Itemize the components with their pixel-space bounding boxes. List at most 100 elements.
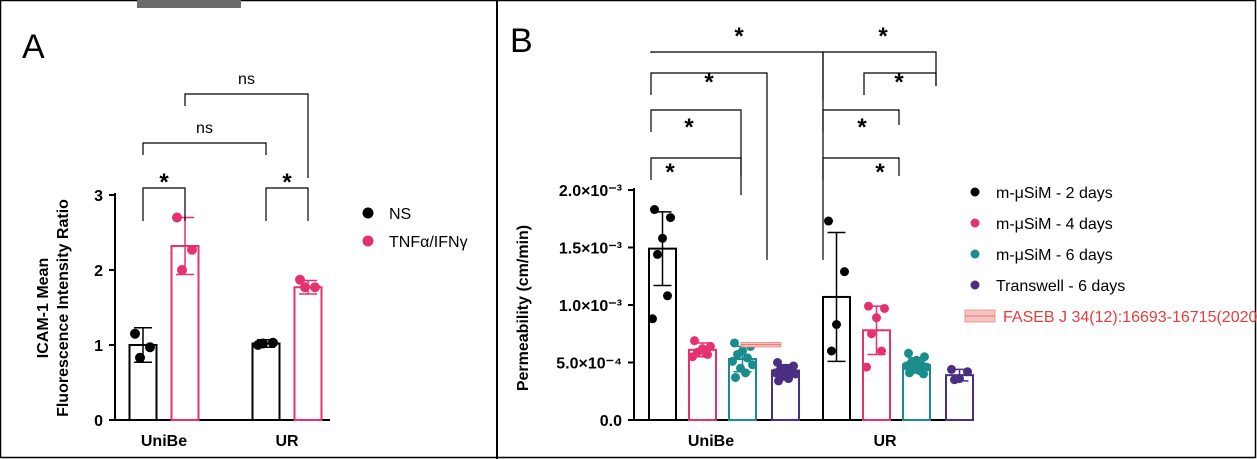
panel-a-significance-bracket	[142, 187, 186, 221]
panel-b-ylabel: Permeability (cm/min)	[515, 225, 532, 391]
panel-b-data-point	[741, 368, 750, 378]
panel-b-data-point	[864, 301, 873, 311]
panel-b-data-point	[827, 346, 836, 356]
panel-a-data-point	[295, 274, 305, 285]
panel-b-significance-bracket	[863, 72, 937, 95]
top-gray-bar	[137, 0, 241, 8]
panel-b-data-point	[688, 352, 697, 362]
panel-b-legend-reference-label: FASEB J 34(12):16693-16715(2020)	[1003, 309, 1257, 326]
panel-b-data-point	[824, 216, 833, 226]
panel-b-data-point	[773, 358, 782, 367]
panel-a: A ICAM-1 Mean Fluorescence Intensity Rat…	[22, 28, 468, 450]
panel-b-significance-bracket	[650, 157, 742, 195]
panel-b-significance-bracket	[650, 72, 768, 260]
panel-b-legend-label: m-μSiM - 4 days	[996, 216, 1113, 233]
panel-b-legend-marker	[970, 280, 980, 290]
panel-a-legend-label: NS	[389, 206, 411, 223]
panel-a-data-point	[177, 265, 187, 275]
panel-a-ylabel-line1: ICAM-1 Mean	[35, 258, 52, 358]
panel-a-legend-marker	[362, 207, 374, 219]
panel-a-data-point	[135, 352, 145, 363]
panel-b-category-label: UR	[873, 433, 897, 450]
panel-b-data-point	[919, 369, 928, 379]
panel-a-significance-bracket	[142, 142, 267, 155]
panel-a-data-point	[130, 328, 140, 339]
panel-b-data-point	[877, 346, 886, 356]
panel-b-ytick-label: 2.0×10⁻³	[559, 183, 622, 200]
panel-b-category-label: UniBe	[688, 433, 734, 450]
panel-b-significance-label: *	[704, 69, 714, 96]
panel-b-data-point	[706, 341, 715, 351]
panel-a-bar	[251, 342, 281, 421]
panel-a-data-point	[268, 337, 278, 348]
panel-a-significance-label: *	[282, 169, 292, 196]
panel-a-significance-bracket	[265, 187, 309, 221]
panel-b-data-point	[791, 369, 800, 379]
panel-b-significance-bracket	[822, 109, 900, 132]
panel-a-significance-bracket	[184, 93, 309, 178]
panel-a-data-point	[145, 342, 155, 353]
panel-b-data-point	[731, 372, 740, 382]
panel-b-significance-label: *	[894, 69, 904, 96]
panel-b-legend-marker	[970, 249, 980, 259]
panel-a-data-point	[300, 282, 310, 293]
panel-b-significance-bracket	[822, 157, 900, 180]
panel-b-significance-label: *	[665, 159, 675, 186]
panel-b-ytick-label: 1.5×10⁻³	[559, 241, 622, 258]
panel-a-category-label: UniBe	[141, 433, 187, 450]
panel-b-data-point	[840, 267, 849, 277]
panel-a-ytick-label: 3	[94, 188, 103, 205]
panel-b-data-point	[880, 303, 889, 313]
panel-a-label: A	[22, 28, 45, 66]
panel-b-significance-bracket	[650, 51, 824, 260]
panel-b-significance-bracket	[650, 109, 742, 176]
panel-a-significance-label: ns	[238, 71, 255, 88]
panel-b-data-point	[867, 329, 876, 339]
panel-a-data-point	[187, 244, 197, 255]
panel-b-data-point	[947, 364, 956, 374]
panel-b-significance-label: *	[857, 114, 867, 141]
panel-a-significance-label: ns	[196, 120, 213, 137]
panel-a-legend-label: TNFα/IFNγ	[389, 234, 468, 251]
panel-b-data-point	[658, 233, 667, 243]
panel-b-ytick-label: 0.0	[600, 413, 622, 430]
panel-b-legend-label: m-μSiM - 2 days	[996, 185, 1113, 202]
panel-b-data-point	[902, 361, 911, 371]
panel-b-significance-bracket	[822, 51, 937, 100]
panel-b-data-point	[872, 313, 881, 323]
panel-b-data-point	[690, 336, 699, 346]
panel-b-data-point	[730, 338, 739, 348]
panel-a-bar	[293, 286, 323, 421]
panel-b-significance-label: *	[875, 159, 885, 186]
panel-b-data-point	[771, 368, 780, 378]
panel-b-data-point	[648, 314, 657, 324]
panel-b-data-point	[905, 368, 914, 378]
panel-b-data-point	[728, 356, 737, 366]
panel-b-significance-label: *	[878, 23, 888, 50]
panel-b-data-point	[950, 375, 959, 385]
panel-b-data-point	[748, 360, 757, 370]
panel-b-data-point	[862, 362, 871, 372]
panel-b-data-point	[703, 349, 712, 359]
panel-b-data-point	[666, 213, 675, 223]
panel-a-legend-marker	[362, 235, 374, 247]
panel-b-ytick-label: 5.0×10⁻⁴	[556, 356, 622, 373]
panel-b-data-point	[663, 291, 672, 301]
panel-b-significance-label: *	[684, 114, 694, 141]
panel-b-data-point	[653, 249, 662, 259]
panel-b-data-point	[922, 362, 931, 372]
panel-b-data-point	[650, 205, 659, 215]
panel-a-data-point	[310, 282, 320, 293]
panel-a-significance-label: *	[159, 169, 169, 196]
panel-b-data-point	[832, 320, 841, 330]
panel-b-ytick-label: 1.0×10⁻³	[559, 298, 622, 315]
panel-a-category-label: UR	[275, 433, 299, 450]
panel-b-label: B	[510, 22, 533, 60]
panel-b-data-point	[963, 367, 972, 377]
panel-b-legend-marker	[970, 187, 980, 197]
panel-a-data-point	[172, 212, 182, 223]
panel-b-data-point	[774, 376, 783, 386]
panel-b-data-point	[733, 349, 742, 359]
